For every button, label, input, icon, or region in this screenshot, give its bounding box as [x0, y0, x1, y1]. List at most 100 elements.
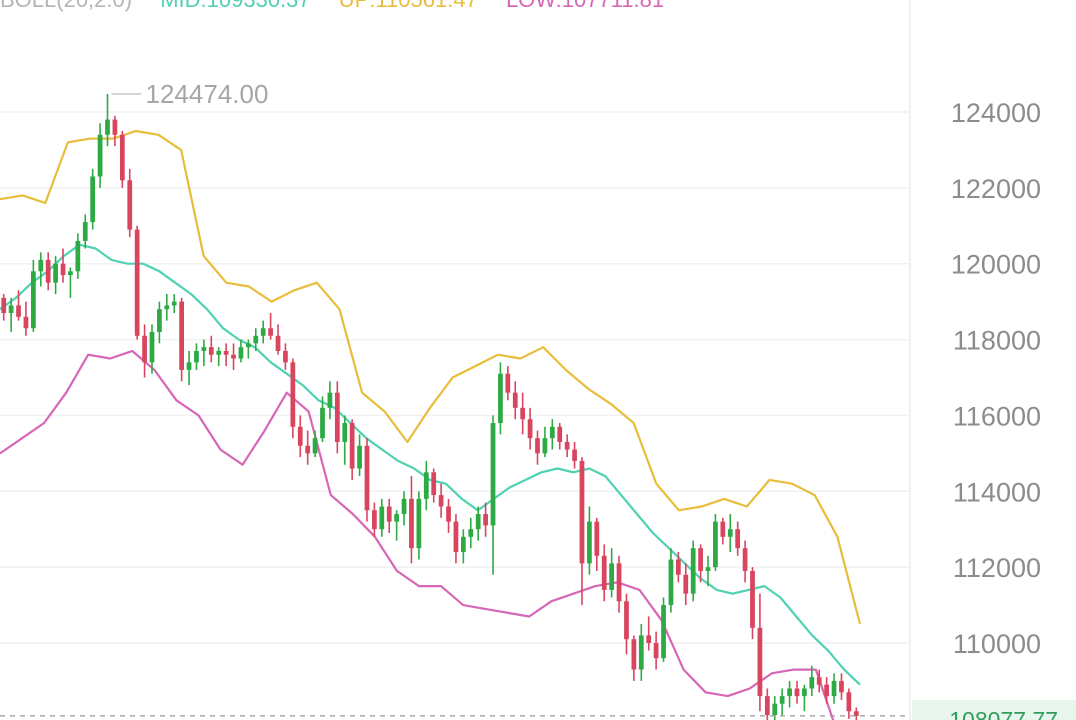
y-tick-label: 114000	[953, 477, 1041, 507]
candle-body	[201, 347, 207, 351]
candle-body	[483, 514, 488, 526]
candle-body	[690, 548, 696, 594]
candle	[90, 168, 96, 230]
candle	[579, 457, 585, 606]
candle	[142, 324, 147, 378]
candle-body	[372, 510, 377, 530]
candle-body	[564, 441, 570, 450]
candle-body	[505, 373, 511, 393]
candle-body	[423, 472, 429, 499]
candle	[831, 673, 837, 704]
candle	[460, 529, 466, 564]
candle	[438, 483, 444, 518]
candle-body	[268, 328, 273, 336]
candle	[853, 707, 859, 720]
candle	[572, 441, 577, 469]
candle	[816, 669, 822, 693]
peak-price-label: 124474.00	[146, 79, 269, 109]
candle	[653, 631, 659, 670]
candle-body	[601, 555, 607, 590]
candle	[794, 680, 800, 704]
last-price-label: 108077.77	[949, 707, 1058, 720]
candle	[631, 635, 637, 681]
candle-body	[764, 696, 770, 716]
candle	[97, 123, 103, 188]
candle	[394, 510, 400, 541]
legend-indicator: BOLL(20,2.0)	[0, 0, 132, 12]
candle-body	[735, 529, 741, 549]
candle-body	[342, 423, 348, 442]
candle-body	[475, 514, 481, 530]
candle	[772, 696, 778, 720]
candle-body	[698, 548, 703, 571]
candle-body	[727, 529, 733, 537]
y-tick-label: 112000	[953, 553, 1041, 583]
candle-body	[223, 350, 229, 355]
candle-body	[609, 563, 615, 590]
candle-body	[171, 301, 177, 306]
candle	[564, 434, 570, 458]
candle	[483, 502, 488, 537]
candle	[423, 460, 429, 511]
candle-body	[653, 643, 659, 659]
candle-body	[720, 521, 726, 537]
candle	[505, 366, 511, 401]
candle	[238, 339, 244, 363]
candle	[75, 233, 81, 279]
candle-body	[208, 347, 214, 355]
candle	[549, 419, 555, 450]
candle	[527, 407, 533, 450]
candle-body	[638, 635, 644, 670]
candle	[283, 343, 288, 370]
candle	[201, 339, 207, 367]
candle-body	[186, 362, 192, 370]
candle	[727, 514, 733, 552]
candle-body	[105, 119, 110, 135]
boll-upper-line	[0, 129, 862, 625]
legend-mid: MID:109330.37	[160, 0, 310, 12]
candle	[535, 430, 540, 465]
candle	[1, 294, 7, 321]
candle-body	[297, 426, 303, 446]
candle	[720, 517, 726, 545]
candle	[16, 290, 21, 321]
candle-body	[594, 521, 600, 556]
annotations: 124474.00 108077.77	[0, 79, 1076, 720]
candle	[601, 544, 607, 602]
candle-body	[238, 347, 244, 359]
candle-body	[245, 343, 251, 348]
candle-body	[97, 134, 103, 177]
candle	[208, 335, 214, 363]
candle	[401, 491, 407, 526]
candle-body	[460, 536, 466, 552]
candle-body	[275, 335, 281, 351]
candle-body	[157, 309, 162, 332]
candle-body	[853, 711, 859, 716]
candle-body	[134, 229, 140, 336]
candle-body	[16, 305, 21, 317]
candle	[119, 130, 125, 188]
candle	[646, 616, 652, 651]
candle-body	[401, 498, 407, 515]
candle	[231, 343, 236, 370]
candle-body	[431, 472, 437, 496]
candle	[68, 267, 73, 298]
candle	[342, 415, 348, 465]
candle-body	[409, 498, 414, 549]
candle-body	[53, 263, 58, 283]
candle-body	[705, 567, 711, 571]
candle	[616, 555, 622, 613]
candle-body	[164, 305, 170, 310]
candle	[223, 343, 229, 367]
candle	[675, 551, 681, 583]
boll-mid-line	[0, 243, 861, 686]
candle-body	[468, 529, 474, 537]
candle-body	[253, 335, 259, 344]
candle	[468, 517, 474, 549]
candle-body	[45, 259, 51, 283]
candle-body	[557, 426, 563, 442]
candle	[839, 673, 844, 700]
candle	[802, 684, 807, 712]
candle	[112, 115, 118, 147]
